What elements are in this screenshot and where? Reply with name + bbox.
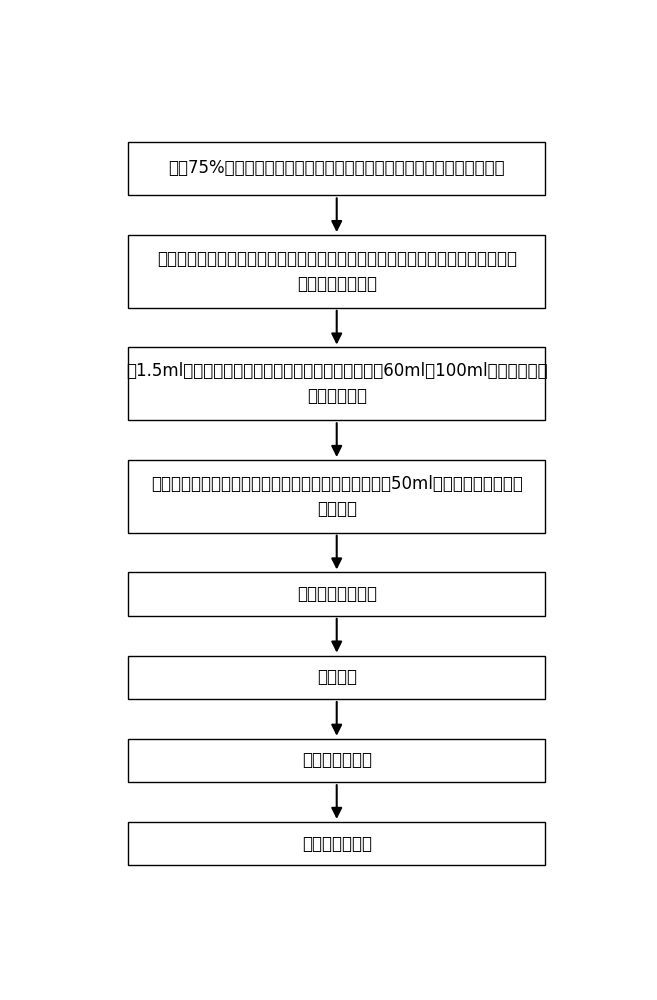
Bar (128, 347, 545, 420)
Text: 在室温下进行离心: 在室温下进行离心 (297, 585, 376, 603)
Text: 取1.5ml送检微生物限度和全血计数，根据转移体积，60ml至100ml加入羟乙基淀
粉，吹打混匀: 取1.5ml送检微生物限度和全血计数，根据转移体积，60ml至100ml加入羟乙… (126, 362, 547, 405)
Bar (128, 822, 545, 865)
Bar (128, 739, 545, 782)
Bar (128, 572, 545, 616)
Bar (128, 142, 545, 195)
Bar (128, 460, 545, 533)
Text: 分离单个核细胞: 分离单个核细胞 (302, 751, 372, 769)
Text: 血浆分装: 血浆分装 (317, 668, 357, 686)
Bar (128, 656, 545, 699)
Text: 标记好分离开始时间，吸取分离后的上清液转移至两个50ml离心管中，记录所吸
取的体积: 标记好分离开始时间，吸取分离后的上清液转移至两个50ml离心管中，记录所吸 取的… (150, 475, 523, 518)
Text: 离心洗涤及取样: 离心洗涤及取样 (302, 835, 372, 853)
Text: 使用75%酒精对采血管进行表面消毒后，传入已正常运行的净化工作台内: 使用75%酒精对采血管进行表面消毒后，传入已正常运行的净化工作台内 (168, 159, 505, 177)
Text: 准备一个细胞培养瓶，打开瓶盖，用移液管吸取采血管中的外周血，转移至细胞培
养瓶中，吹打混匀: 准备一个细胞培养瓶，打开瓶盖，用移液管吸取采血管中的外周血，转移至细胞培 养瓶中… (157, 250, 516, 293)
Bar (128, 235, 545, 308)
